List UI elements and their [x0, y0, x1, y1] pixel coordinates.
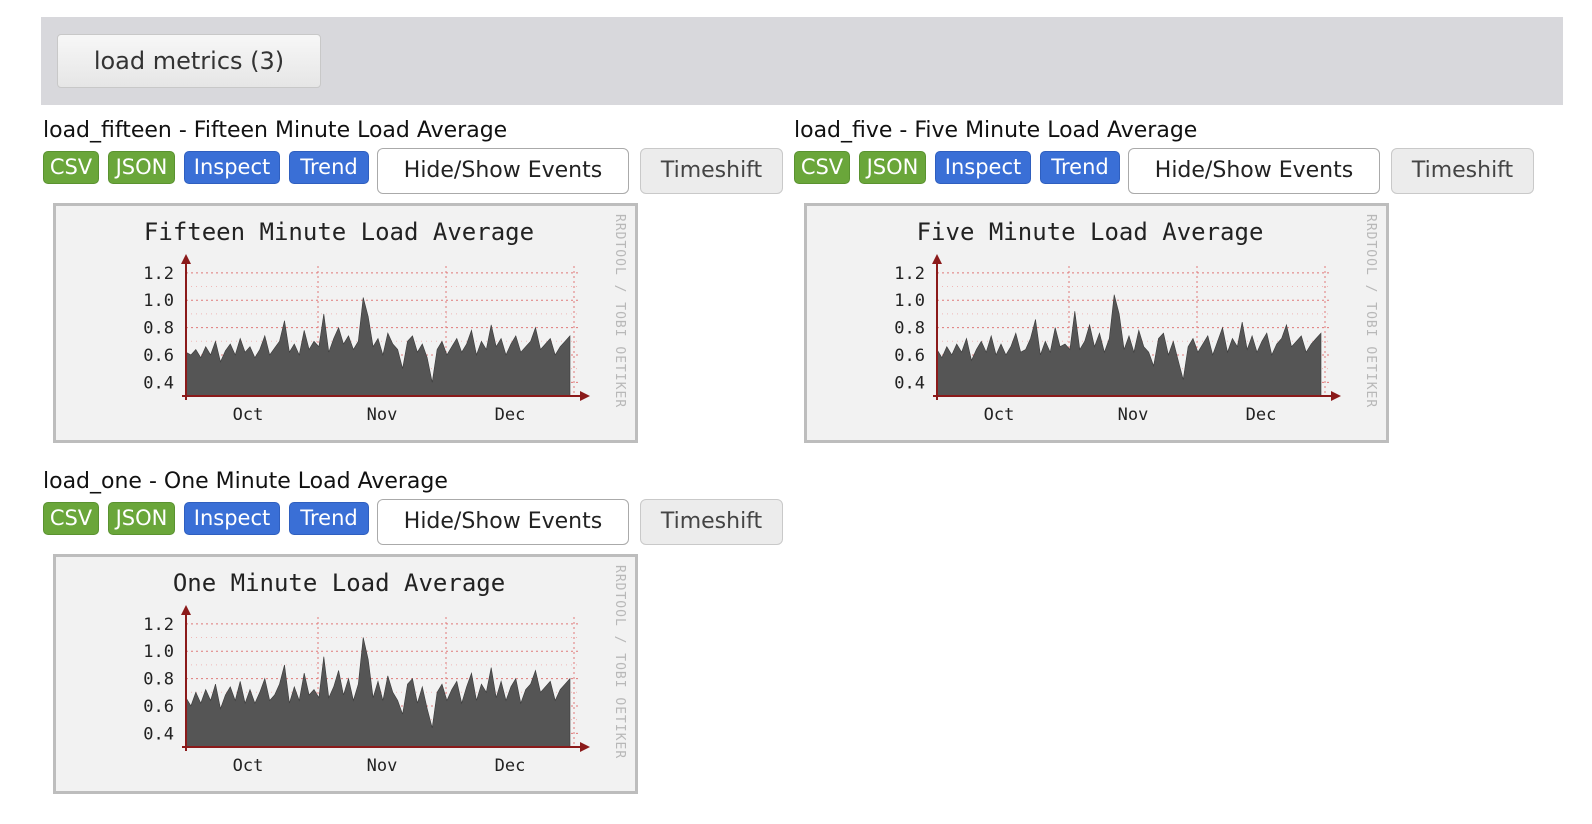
metric-title: load_fifteen - Fifteen Minute Load Avera… [43, 118, 508, 143]
hide-show-events-button[interactable]: Hide/Show Events [377, 499, 629, 545]
rrdtool-watermark: RRDTOOL / TOBI OETIKER [612, 565, 627, 760]
y-tick-label: 1.2 [894, 264, 925, 284]
x-tick-label: Oct [233, 756, 264, 776]
chart-svg: One Minute Load Average 0.4 0.6 0.8 1.0 1.2 Oc… [143, 569, 590, 776]
rrdtool-watermark: RRDTOOL / TOBI OETIKER [1363, 214, 1378, 409]
x-axis-arrow [1331, 391, 1341, 401]
chart-svg: Five Minute Load Average 0.4 0.6 0.8 1.0 1.2 O… [894, 218, 1341, 425]
inspect-button[interactable]: Inspect [184, 151, 280, 184]
y-tick-label: 0.4 [894, 373, 925, 393]
y-tick-label: 1.0 [894, 291, 925, 311]
y-tick-label: 0.8 [143, 319, 174, 339]
csv-button[interactable]: CSV [43, 502, 99, 535]
y-tick-label: 0.4 [143, 724, 174, 744]
trend-button[interactable]: Trend [289, 502, 369, 535]
csv-button[interactable]: CSV [43, 151, 99, 184]
json-button[interactable]: JSON [859, 151, 926, 184]
y-tick-label: 0.4 [143, 373, 174, 393]
timeshift-button[interactable]: Timeshift [1391, 148, 1534, 194]
load-area [185, 637, 571, 748]
metric-group-header: load metrics (3) [41, 17, 1563, 105]
y-tick-label: 0.6 [143, 346, 174, 366]
chart-title: One Minute Load Average [173, 569, 505, 597]
chart-title: Five Minute Load Average [917, 218, 1264, 246]
x-tick-label: Dec [495, 405, 526, 425]
json-button[interactable]: JSON [108, 151, 175, 184]
x-tick-label: Oct [984, 405, 1015, 425]
x-tick-label: Nov [1118, 405, 1149, 425]
chart-title: Fifteen Minute Load Average [144, 218, 534, 246]
y-tick-label: 1.2 [143, 264, 174, 284]
hide-show-events-button[interactable]: Hide/Show Events [377, 148, 629, 194]
y-axis-arrow [181, 605, 191, 615]
y-axis-arrow [181, 254, 191, 264]
hide-show-events-button[interactable]: Hide/Show Events [1128, 148, 1380, 194]
rrd-graph[interactable]: Fifteen Minute Load Average 0.4 0.6 0.8 1.0 1… [53, 203, 638, 443]
metric-panel-load-five: load_five - Five Minute Load Average CSV… [792, 117, 1542, 457]
x-tick-label: Nov [367, 405, 398, 425]
inspect-button[interactable]: Inspect [935, 151, 1031, 184]
x-tick-label: Nov [367, 756, 398, 776]
y-tick-label: 1.0 [143, 291, 174, 311]
y-tick-label: 0.6 [894, 346, 925, 366]
csv-button[interactable]: CSV [794, 151, 850, 184]
x-tick-label: Dec [495, 756, 526, 776]
json-button[interactable]: JSON [108, 502, 175, 535]
x-axis-arrow [580, 742, 590, 752]
load-area [185, 297, 571, 397]
trend-button[interactable]: Trend [289, 151, 369, 184]
metric-title: load_one - One Minute Load Average [43, 469, 448, 494]
rrdtool-watermark: RRDTOOL / TOBI OETIKER [612, 214, 627, 409]
rrd-graph[interactable]: One Minute Load Average 0.4 0.6 0.8 1.0 1.2 Oc… [53, 554, 638, 794]
load-area [936, 294, 1322, 397]
metric-panel-load-one: load_one - One Minute Load Average CSV J… [41, 468, 791, 808]
x-tick-label: Oct [233, 405, 264, 425]
y-axis-arrow [932, 254, 942, 264]
timeshift-button[interactable]: Timeshift [640, 148, 783, 194]
rrd-graph[interactable]: Five Minute Load Average 0.4 0.6 0.8 1.0 1.2 O… [804, 203, 1389, 443]
x-axis-arrow [580, 391, 590, 401]
y-tick-label: 0.6 [143, 697, 174, 717]
chart-svg: Fifteen Minute Load Average 0.4 0.6 0.8 1.0 1… [143, 218, 590, 425]
y-tick-label: 1.0 [143, 642, 174, 662]
load-metrics-group-button[interactable]: load metrics (3) [57, 34, 321, 88]
metric-title: load_five - Five Minute Load Average [794, 118, 1198, 143]
inspect-button[interactable]: Inspect [184, 502, 280, 535]
trend-button[interactable]: Trend [1040, 151, 1120, 184]
timeshift-button[interactable]: Timeshift [640, 499, 783, 545]
y-tick-label: 0.8 [894, 319, 925, 339]
metric-panel-load-fifteen: load_fifteen - Fifteen Minute Load Avera… [41, 117, 791, 457]
y-tick-label: 0.8 [143, 670, 174, 690]
y-tick-label: 1.2 [143, 615, 174, 635]
x-tick-label: Dec [1246, 405, 1277, 425]
